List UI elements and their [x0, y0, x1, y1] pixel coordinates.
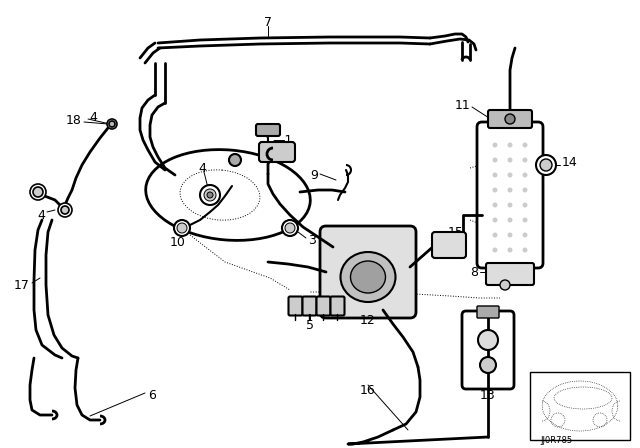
Circle shape [229, 154, 241, 166]
Circle shape [493, 188, 497, 193]
Circle shape [200, 185, 220, 205]
Circle shape [508, 233, 513, 237]
FancyBboxPatch shape [256, 124, 280, 136]
Text: 8: 8 [470, 266, 478, 279]
Text: 13: 13 [480, 388, 496, 401]
Circle shape [508, 247, 513, 253]
Text: 10: 10 [170, 236, 186, 249]
Text: 4: 4 [89, 111, 97, 124]
Text: —1: —1 [272, 134, 292, 146]
Circle shape [522, 217, 527, 223]
Text: 9: 9 [310, 168, 318, 181]
Text: 6: 6 [148, 388, 156, 401]
Circle shape [522, 158, 527, 163]
Circle shape [493, 247, 497, 253]
FancyBboxPatch shape [462, 311, 514, 389]
Circle shape [282, 220, 298, 236]
Text: 16: 16 [360, 383, 376, 396]
Circle shape [522, 202, 527, 207]
Text: 14: 14 [562, 155, 578, 168]
Text: JJ0R785: JJ0R785 [540, 435, 572, 444]
Text: 18: 18 [66, 113, 82, 126]
Circle shape [493, 202, 497, 207]
Circle shape [478, 330, 498, 350]
Circle shape [522, 247, 527, 253]
Text: 5: 5 [306, 319, 314, 332]
Circle shape [493, 158, 497, 163]
Ellipse shape [351, 261, 385, 293]
FancyBboxPatch shape [477, 122, 543, 268]
Text: 17: 17 [14, 279, 30, 292]
Circle shape [500, 280, 510, 290]
Circle shape [58, 203, 72, 217]
Circle shape [522, 188, 527, 193]
Text: 15: 15 [448, 225, 464, 238]
Circle shape [174, 220, 190, 236]
Text: 11: 11 [454, 99, 470, 112]
FancyBboxPatch shape [432, 232, 466, 258]
Circle shape [177, 223, 187, 233]
Circle shape [508, 172, 513, 177]
Circle shape [508, 202, 513, 207]
Circle shape [30, 184, 46, 200]
Circle shape [33, 187, 43, 197]
FancyBboxPatch shape [477, 306, 499, 318]
Ellipse shape [146, 150, 310, 241]
FancyBboxPatch shape [488, 110, 532, 128]
Circle shape [493, 142, 497, 147]
Circle shape [508, 217, 513, 223]
Text: 4: 4 [37, 208, 45, 221]
Text: 12: 12 [360, 314, 376, 327]
Circle shape [508, 142, 513, 147]
Circle shape [480, 357, 496, 373]
Circle shape [61, 206, 69, 214]
Circle shape [493, 172, 497, 177]
Circle shape [204, 189, 216, 201]
Circle shape [536, 155, 556, 175]
Circle shape [508, 188, 513, 193]
Ellipse shape [340, 252, 396, 302]
FancyBboxPatch shape [317, 297, 330, 315]
Bar [530, 372, 630, 440]
Circle shape [505, 114, 515, 124]
Circle shape [522, 142, 527, 147]
FancyBboxPatch shape [289, 297, 303, 315]
FancyBboxPatch shape [320, 226, 416, 318]
FancyBboxPatch shape [330, 297, 344, 315]
Text: 7: 7 [264, 16, 272, 29]
Circle shape [493, 233, 497, 237]
Circle shape [540, 159, 552, 171]
FancyBboxPatch shape [303, 297, 317, 315]
Circle shape [107, 119, 117, 129]
Circle shape [207, 192, 213, 198]
FancyBboxPatch shape [259, 142, 295, 162]
Circle shape [285, 223, 295, 233]
Circle shape [522, 172, 527, 177]
FancyBboxPatch shape [486, 263, 534, 285]
Text: —2: —2 [272, 148, 292, 161]
Circle shape [493, 217, 497, 223]
Text: 3: 3 [308, 233, 316, 246]
Circle shape [109, 121, 115, 127]
Text: 4: 4 [198, 161, 206, 175]
Circle shape [522, 233, 527, 237]
Circle shape [508, 158, 513, 163]
